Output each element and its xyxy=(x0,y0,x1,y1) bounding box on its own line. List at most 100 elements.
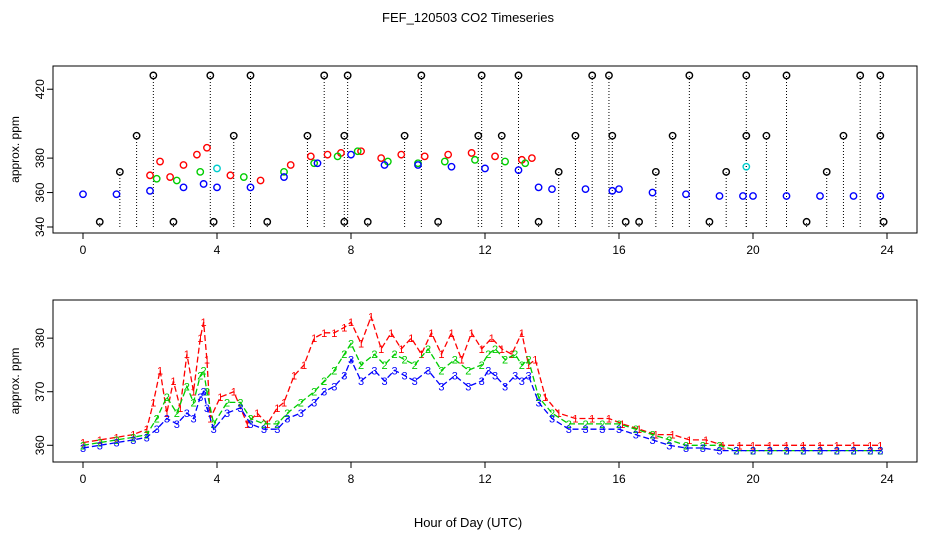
data-point xyxy=(172,176,181,185)
data-point xyxy=(534,217,543,226)
y-tick-label: 360 xyxy=(33,182,47,202)
top-panel: 0 4 8 12 16 20 24 340 360 380 420 approx. ppm xyxy=(8,65,918,257)
data-point xyxy=(782,71,791,80)
series-point-label: 1 xyxy=(368,312,374,324)
series-point-label: 3 xyxy=(683,443,689,455)
series-point-label: 2 xyxy=(358,360,364,372)
y-tick-label: 360 xyxy=(33,435,47,455)
series-point-label: 1 xyxy=(341,322,347,334)
data-point xyxy=(414,161,422,169)
series-point-label: 2 xyxy=(211,419,217,431)
series-point-label: 1 xyxy=(850,440,856,452)
data-point xyxy=(615,185,623,194)
data-point xyxy=(682,190,690,199)
series-point-label: 1 xyxy=(737,440,743,452)
series-point-label: 1 xyxy=(164,408,170,420)
series-point-label: 2 xyxy=(479,360,485,372)
x-tick-label: 16 xyxy=(612,472,626,486)
series-point-label: 3 xyxy=(204,403,210,415)
series-point-label: 2 xyxy=(492,344,498,356)
series-point-label: 1 xyxy=(197,333,203,345)
series-point-label: 1 xyxy=(572,414,578,426)
data-point xyxy=(876,192,885,200)
series-point-label: 2 xyxy=(348,339,354,351)
x-tick-label: 20 xyxy=(746,472,760,486)
series-point-label: 1 xyxy=(767,440,773,452)
data-point xyxy=(608,131,617,140)
y-tick-label: 370 xyxy=(33,381,47,401)
series-point-label: 2 xyxy=(599,419,605,431)
series-point-label: 2 xyxy=(536,392,542,404)
series-point-label: 3 xyxy=(566,424,572,436)
data-point xyxy=(213,183,221,192)
data-point xyxy=(363,217,372,226)
data-point xyxy=(146,171,154,180)
series-point-label: 1 xyxy=(408,333,414,345)
series-point-label: 3 xyxy=(97,440,103,452)
series-point-label: 3 xyxy=(800,446,806,458)
data-point xyxy=(581,185,590,194)
series-point-label: 3 xyxy=(201,387,207,399)
series-point-label: 2 xyxy=(164,392,170,404)
data-point xyxy=(534,183,543,192)
data-point xyxy=(722,167,731,176)
series-point-label: 3 xyxy=(512,371,518,383)
data-point xyxy=(849,192,858,200)
series-point-label: 2 xyxy=(566,419,572,431)
series-point-label: 1 xyxy=(877,440,883,452)
data-point xyxy=(357,147,365,156)
series-point-label: 3 xyxy=(834,446,840,458)
series-point-label: 1 xyxy=(170,376,176,388)
data-point xyxy=(471,155,479,164)
series-blue xyxy=(79,150,885,200)
series-point-label: 1 xyxy=(358,339,364,351)
series-point-label: 2 xyxy=(834,446,840,458)
data-point xyxy=(310,159,319,168)
data-point xyxy=(444,150,453,159)
data-point xyxy=(635,217,643,226)
series-point-label: 3 xyxy=(261,424,267,436)
data-point xyxy=(377,154,386,163)
series-point-label: 2 xyxy=(402,355,408,367)
series-point-label: 1 xyxy=(619,419,625,431)
series-point-label: 3 xyxy=(599,424,605,436)
series-point-label: 1 xyxy=(653,430,659,442)
data-point xyxy=(715,192,724,200)
series-point-label: 2 xyxy=(683,440,689,452)
series-point-label: 2 xyxy=(502,355,508,367)
series-point-label: 1 xyxy=(301,360,307,372)
series-black-spikes xyxy=(95,71,888,227)
series-point-label: 3 xyxy=(616,424,622,436)
series-point-label: 3 xyxy=(485,365,491,377)
series-point-label: 3 xyxy=(371,365,377,377)
series-point-label: 1 xyxy=(532,355,538,367)
series-point-label: 1 xyxy=(177,403,183,415)
series-point-label: 2 xyxy=(341,349,347,361)
series-point-label: 2 xyxy=(371,349,377,361)
series-point-label: 1 xyxy=(97,435,103,447)
data-point xyxy=(95,217,104,226)
series-point-label: 3 xyxy=(767,446,773,458)
data-point xyxy=(340,217,349,226)
data-point xyxy=(477,71,486,80)
data-point xyxy=(152,174,161,183)
series-point-label: 3 xyxy=(867,446,873,458)
data-point xyxy=(132,131,141,140)
series-point-label: 3 xyxy=(391,365,397,377)
series-point-label: 2 xyxy=(733,446,739,458)
series-point-label: 2 xyxy=(391,349,397,361)
series-point-label: 3 xyxy=(716,446,722,458)
series-cyan xyxy=(213,162,751,173)
series-point-label: 2 xyxy=(850,446,856,458)
series-point-label: 3 xyxy=(130,435,136,447)
series-point-label: 1 xyxy=(479,344,485,356)
series-point-label: 3 xyxy=(438,381,444,393)
data-point xyxy=(263,217,272,226)
series-point-label: 2 xyxy=(381,360,387,372)
series-point-label: 3 xyxy=(144,432,150,444)
series-point-label: 1 xyxy=(670,430,676,442)
data-point xyxy=(226,171,235,180)
series-point-label: 2 xyxy=(331,365,337,377)
data-point xyxy=(514,166,523,175)
series-point-label: 3 xyxy=(381,376,387,388)
